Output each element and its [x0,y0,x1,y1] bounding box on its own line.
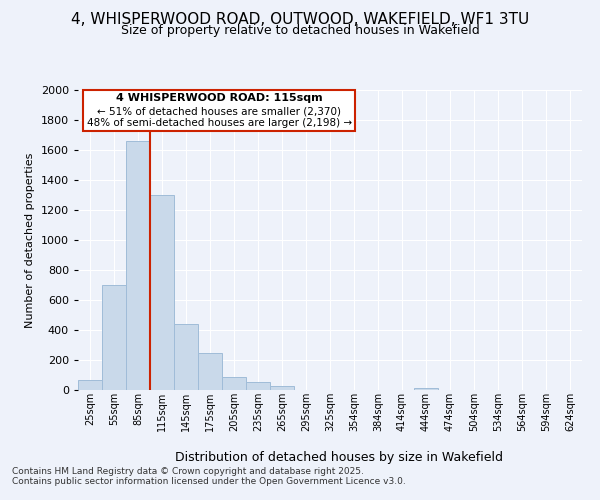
Bar [174,324,198,390]
Text: Contains HM Land Registry data © Crown copyright and database right 2025.: Contains HM Land Registry data © Crown c… [12,467,364,476]
Bar [198,352,222,390]
Text: 48% of semi-detached houses are larger (2,198) →: 48% of semi-detached houses are larger (… [86,118,352,128]
Text: Contains public sector information licensed under the Open Government Licence v3: Contains public sector information licen… [12,477,406,486]
Text: Distribution of detached houses by size in Wakefield: Distribution of detached houses by size … [175,451,503,464]
Bar [246,382,270,390]
Bar [126,141,150,390]
Bar [222,376,246,390]
Bar [102,285,126,390]
Text: ← 51% of detached houses are smaller (2,370): ← 51% of detached houses are smaller (2,… [97,106,341,117]
Bar [270,386,294,390]
FancyBboxPatch shape [83,90,355,130]
Text: 4, WHISPERWOOD ROAD, OUTWOOD, WAKEFIELD, WF1 3TU: 4, WHISPERWOOD ROAD, OUTWOOD, WAKEFIELD,… [71,12,529,28]
Bar [414,388,438,390]
Bar [78,380,102,390]
Bar [150,195,174,390]
Text: Size of property relative to detached houses in Wakefield: Size of property relative to detached ho… [121,24,479,37]
Text: 4 WHISPERWOOD ROAD: 115sqm: 4 WHISPERWOOD ROAD: 115sqm [116,93,322,103]
Y-axis label: Number of detached properties: Number of detached properties [25,152,35,328]
